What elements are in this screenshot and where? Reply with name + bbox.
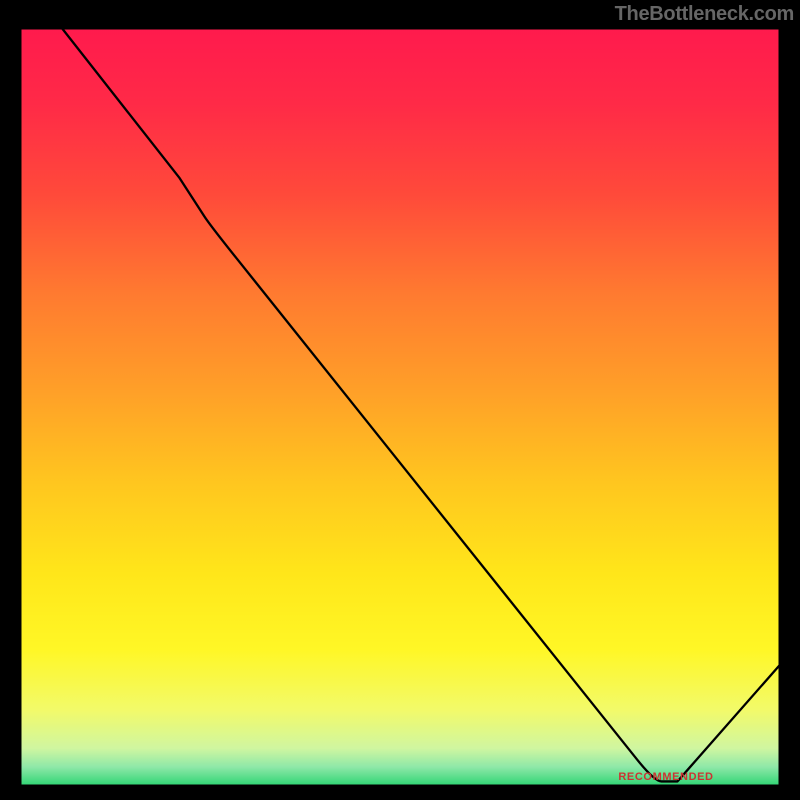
bottleneck-chart xyxy=(0,0,800,800)
watermark-text: TheBottleneck.com xyxy=(615,3,794,26)
gradient-background xyxy=(20,28,780,786)
recommended-marker: RECOMMENDED xyxy=(618,771,713,783)
